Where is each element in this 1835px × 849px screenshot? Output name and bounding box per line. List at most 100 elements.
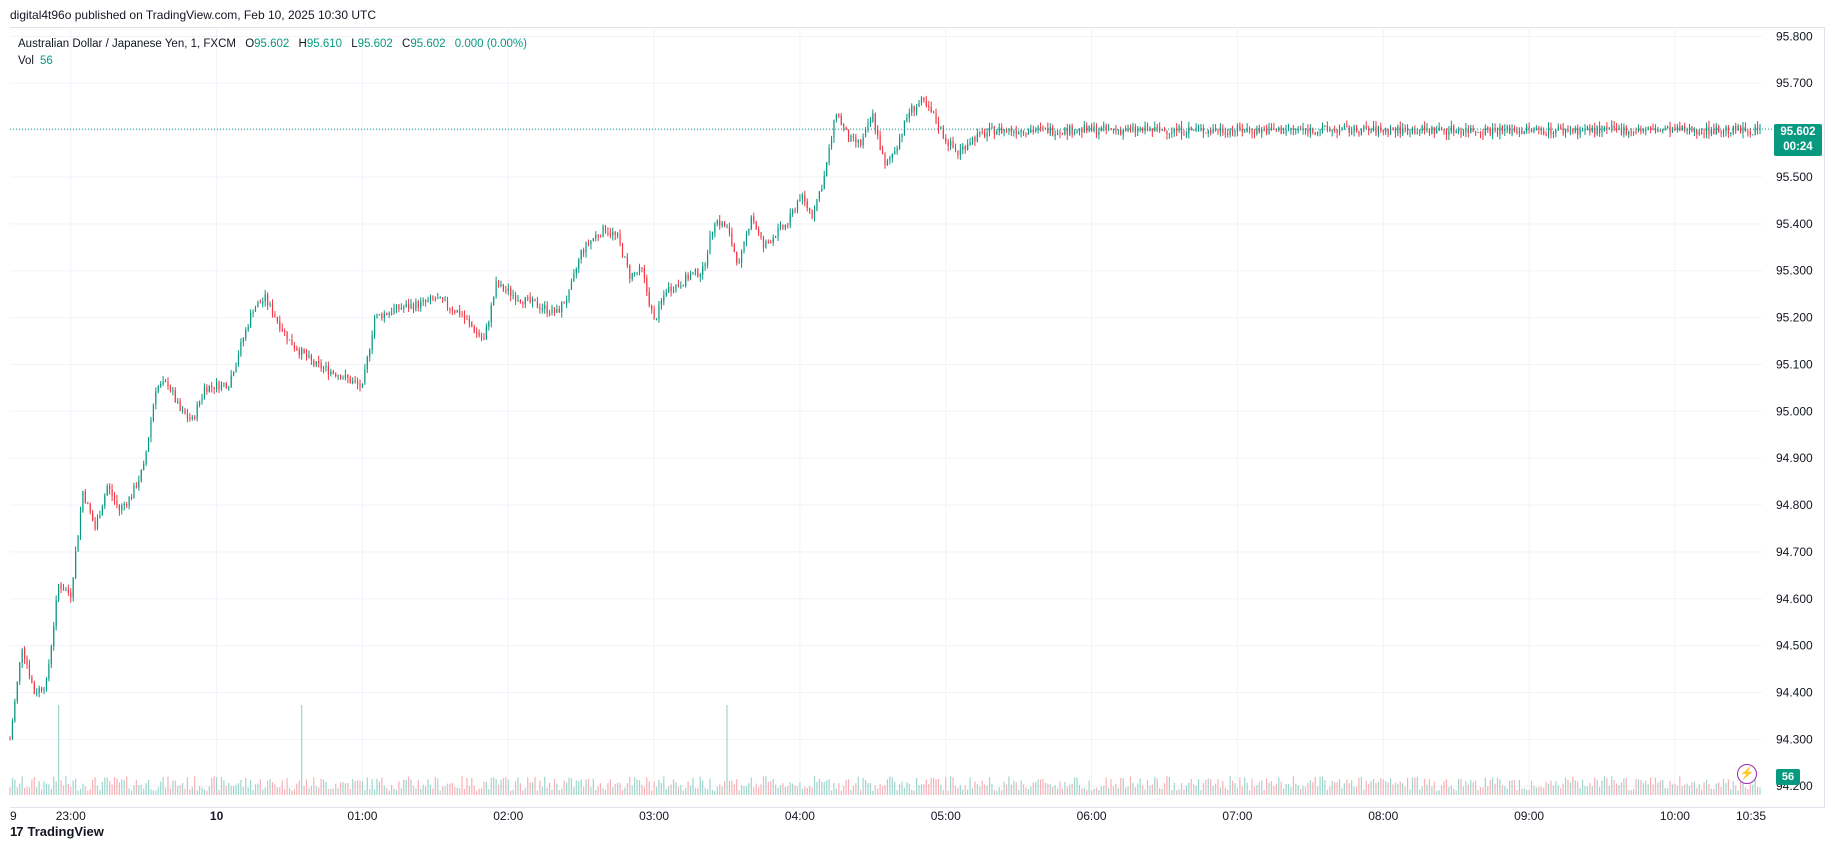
candle-body xyxy=(940,127,942,129)
candle-body xyxy=(1421,125,1423,132)
candle-body xyxy=(281,328,283,331)
volume-bar xyxy=(595,789,597,795)
volume-bar xyxy=(986,785,988,795)
volume-bar xyxy=(1144,789,1146,795)
price-axis[interactable]: 95.80095.70095.60095.50095.40095.30095.2… xyxy=(1776,29,1813,793)
tradingview-logo[interactable]: 17 xyxy=(10,823,24,839)
volume-bar xyxy=(937,778,940,795)
candle-body xyxy=(937,121,940,129)
volume-bar xyxy=(1625,777,1627,795)
candle-body xyxy=(1331,129,1333,132)
candle-body xyxy=(75,551,77,578)
volume-bar xyxy=(546,787,548,795)
candle-body xyxy=(1112,129,1115,131)
volume-bar xyxy=(1416,776,1418,795)
candle-body xyxy=(507,288,509,291)
volume-bar xyxy=(558,789,560,795)
candle-body xyxy=(354,380,356,382)
volume-bar xyxy=(1069,784,1071,795)
candle-body xyxy=(1064,127,1066,135)
volume-bar xyxy=(230,785,232,795)
candle-body xyxy=(843,124,845,127)
candle-body xyxy=(1278,127,1280,131)
volume-bar xyxy=(50,788,52,795)
candle-body xyxy=(1504,128,1506,132)
candle-body xyxy=(1253,133,1256,135)
volume-bar xyxy=(1032,782,1034,795)
lightning-icon[interactable]: ⚡ xyxy=(1737,764,1757,784)
candle-body xyxy=(1436,130,1438,134)
volume-bar xyxy=(1093,788,1095,795)
volume-bar xyxy=(1329,786,1331,795)
volume-bar xyxy=(1472,782,1474,795)
volume-bar xyxy=(556,783,558,795)
volume-bar xyxy=(1440,785,1443,795)
candle-body xyxy=(1202,127,1205,133)
volume-bar xyxy=(1684,784,1686,795)
tradingview-brand[interactable]: TradingView xyxy=(27,823,104,839)
volume-bar xyxy=(1227,790,1229,795)
volume-bar xyxy=(116,778,118,795)
candle-body xyxy=(1098,131,1100,135)
candle-body xyxy=(437,298,439,300)
candle-body xyxy=(636,272,638,274)
candle-body xyxy=(1195,128,1197,131)
candle-body xyxy=(638,267,641,273)
candle-body xyxy=(1210,130,1212,133)
volume-bar xyxy=(1543,787,1545,795)
candle-body xyxy=(1256,128,1258,135)
candlestick-chart[interactable]: 95.80095.70095.60095.50095.40095.30095.2… xyxy=(0,27,1835,827)
volume-bar xyxy=(480,788,483,795)
low-label: L xyxy=(351,38,358,50)
candle-body xyxy=(38,687,40,694)
candle-body xyxy=(318,361,320,364)
symbol-name[interactable]: Australian Dollar / Japanese Yen, 1, FXC… xyxy=(18,38,236,50)
candle-body xyxy=(16,681,18,702)
candle-body xyxy=(962,146,964,150)
candle-body xyxy=(1484,127,1486,135)
candle-body xyxy=(211,385,213,388)
candle-body xyxy=(1659,129,1661,131)
candle-body xyxy=(89,503,91,513)
candle-body xyxy=(1601,127,1603,133)
volume-bar xyxy=(1739,781,1742,795)
volume-bar xyxy=(1436,790,1438,795)
volume-bar xyxy=(1217,779,1219,795)
candle-body xyxy=(454,311,456,313)
volume-bar xyxy=(687,781,689,795)
candle-body xyxy=(19,662,21,682)
volume-bar xyxy=(668,786,670,795)
volume-bar xyxy=(629,777,631,795)
time-axis[interactable]: 9 23:00 10 01:00 02:00 03:00 04:00 05:00 06:00 07… xyxy=(10,809,1766,823)
candle-body xyxy=(634,272,636,274)
volume-bar xyxy=(638,780,641,795)
volume-bar xyxy=(1511,780,1513,795)
volume-bar xyxy=(838,783,840,795)
volume-bar xyxy=(94,777,96,795)
volume-label[interactable]: Vol xyxy=(18,55,34,67)
candle-body xyxy=(230,375,232,388)
volume-bar xyxy=(1025,787,1027,795)
candle-body xyxy=(250,313,252,327)
volume-bar xyxy=(101,781,103,795)
volume-bar xyxy=(1465,781,1467,795)
volume-bar xyxy=(1414,777,1416,795)
volume-bar xyxy=(998,787,1000,795)
candle-body xyxy=(697,269,699,277)
candle-body xyxy=(451,309,453,312)
candle-body xyxy=(988,127,991,133)
grid-layer xyxy=(10,27,1762,797)
volume-bar xyxy=(201,787,203,795)
volume-bar xyxy=(43,781,45,795)
candle-body xyxy=(1688,126,1691,130)
candle-body xyxy=(704,264,706,267)
candle-body xyxy=(58,584,60,601)
volume-bar xyxy=(104,777,106,795)
volume-bar xyxy=(157,787,159,795)
volume-bar xyxy=(310,785,312,795)
volume-bar xyxy=(685,787,687,795)
candle-body xyxy=(369,349,371,358)
candle-body xyxy=(415,301,417,310)
candle-body xyxy=(1445,130,1448,135)
candle-body xyxy=(855,137,857,143)
